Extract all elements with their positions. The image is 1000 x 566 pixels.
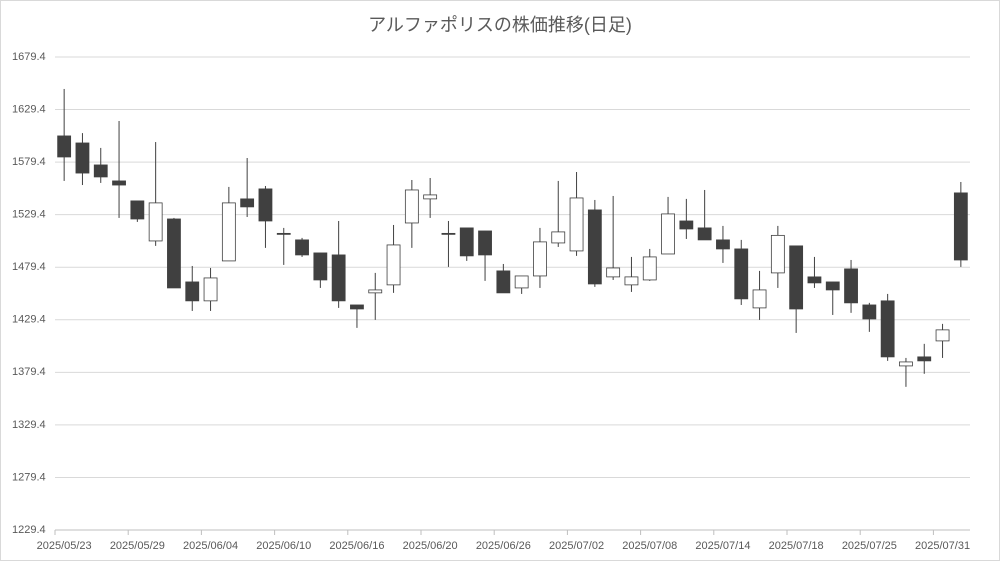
y-tick-label: 1279.4: [12, 471, 46, 483]
candle-body: [423, 194, 438, 200]
candle-body: [258, 188, 273, 222]
candle-body: [185, 281, 200, 302]
candle-body: [551, 231, 566, 244]
candle-body: [661, 213, 675, 255]
candle-body: [807, 276, 822, 284]
candle-body: [734, 248, 749, 300]
y-tick-label: 1479.4: [12, 261, 46, 273]
candle-body: [130, 200, 145, 220]
candle-body: [606, 267, 621, 278]
candle-body: [93, 164, 108, 178]
candle-body: [514, 275, 529, 289]
y-tick-label: 1429.4: [12, 314, 46, 326]
y-tick-label: 1229.4: [12, 524, 46, 536]
candle-body: [350, 304, 364, 310]
candle-body: [844, 268, 858, 304]
y-tick-label: 1529.4: [12, 209, 46, 221]
candle-body: [368, 289, 383, 294]
candle-body: [587, 209, 602, 285]
candle-body: [478, 230, 492, 256]
candle-body: [404, 189, 419, 224]
candle-body: [880, 300, 895, 358]
candle-body: [75, 142, 90, 174]
x-tick-label: 2025/07/31: [915, 540, 970, 552]
x-tick-label: 2025/06/16: [329, 540, 384, 552]
candle-body: [112, 180, 126, 186]
candle-body: [148, 202, 163, 242]
x-tick-label: 2025/06/26: [476, 540, 531, 552]
candle-body: [569, 197, 584, 252]
candle-body: [203, 277, 218, 302]
x-tick-label: 2025/05/29: [110, 540, 165, 552]
candle-body: [679, 220, 694, 230]
candle-body: [862, 304, 877, 320]
x-tick-label: 2025/07/25: [842, 540, 897, 552]
candle-body: [752, 289, 767, 309]
x-tick-label: 2025/07/08: [622, 540, 677, 552]
x-tick-label: 2025/06/10: [256, 540, 311, 552]
x-tick-label: 2025/06/20: [403, 540, 458, 552]
candle-body: [57, 135, 72, 158]
candle-body: [221, 202, 236, 262]
candle-body: [533, 241, 547, 277]
candle-body: [770, 234, 785, 274]
x-tick-label: 2025/07/14: [695, 540, 750, 552]
candle-body: [167, 218, 181, 289]
y-tick-label: 1329.4: [12, 419, 46, 431]
x-tick-label: 2025/05/23: [37, 540, 92, 552]
x-tick-label: 2025/07/02: [549, 540, 604, 552]
candle-body: [386, 244, 401, 286]
candle-body: [716, 239, 730, 250]
candle-body: [240, 198, 255, 208]
y-tick-label: 1379.4: [12, 366, 46, 378]
chart-title: アルファポリスの株価推移(日足): [368, 15, 632, 35]
candle-body: [459, 227, 474, 257]
candle-body: [697, 227, 712, 241]
y-tick-label: 1629.4: [12, 103, 46, 115]
candle-body: [825, 281, 840, 291]
candle-body: [295, 239, 309, 256]
candle-body: [313, 252, 328, 281]
x-tick-label: 2025/07/18: [769, 540, 824, 552]
candle-body: [276, 232, 291, 235]
candle-body: [789, 245, 804, 310]
candle-body: [899, 361, 913, 367]
y-tick-label: 1679.4: [12, 51, 46, 63]
candle-body: [935, 329, 950, 342]
candle-body: [642, 256, 657, 281]
candle-body: [917, 356, 932, 362]
candle-body: [331, 254, 346, 302]
candle-body: [441, 232, 456, 235]
candle-body: [624, 276, 639, 286]
x-tick-label: 2025/06/04: [183, 540, 238, 552]
y-tick-label: 1579.4: [12, 156, 46, 168]
candle-body: [953, 192, 968, 261]
candle-body: [496, 270, 511, 294]
